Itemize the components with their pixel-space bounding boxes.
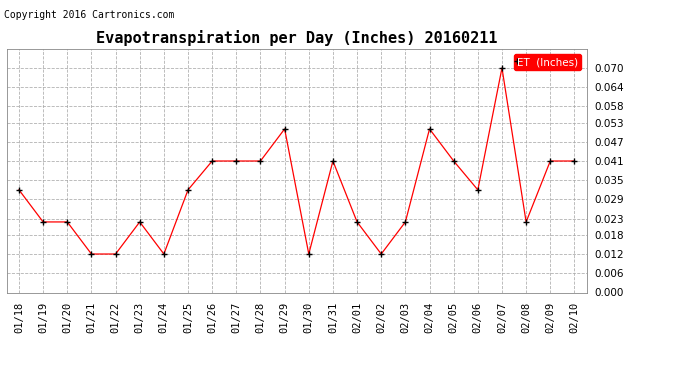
ET  (Inches) [522,220,530,224]
ET  (Inches) [111,252,120,256]
ET  (Inches) [329,159,337,163]
ET  (Inches) [63,220,72,224]
ET  (Inches) [257,159,265,163]
ET  (Inches) [280,127,288,131]
ET  (Inches) [498,66,506,70]
ET  (Inches) [425,127,433,131]
ET  (Inches) [450,159,458,163]
ET  (Inches) [570,159,578,163]
Title: Evapotranspiration per Day (Inches) 20160211: Evapotranspiration per Day (Inches) 2016… [96,30,497,46]
ET  (Inches) [377,252,385,256]
ET  (Inches) [546,159,555,163]
ET  (Inches) [135,220,144,224]
ET  (Inches) [39,220,47,224]
ET  (Inches) [304,252,313,256]
ET  (Inches) [159,252,168,256]
Legend: ET  (Inches): ET (Inches) [514,54,581,70]
ET  (Inches) [15,188,23,192]
ET  (Inches) [353,220,362,224]
ET  (Inches) [184,188,192,192]
ET  (Inches) [87,252,95,256]
ET  (Inches) [402,220,410,224]
ET  (Inches) [208,159,217,163]
Text: Copyright 2016 Cartronics.com: Copyright 2016 Cartronics.com [4,9,175,20]
Line: ET  (Inches): ET (Inches) [15,64,578,258]
ET  (Inches) [232,159,240,163]
ET  (Inches) [473,188,482,192]
